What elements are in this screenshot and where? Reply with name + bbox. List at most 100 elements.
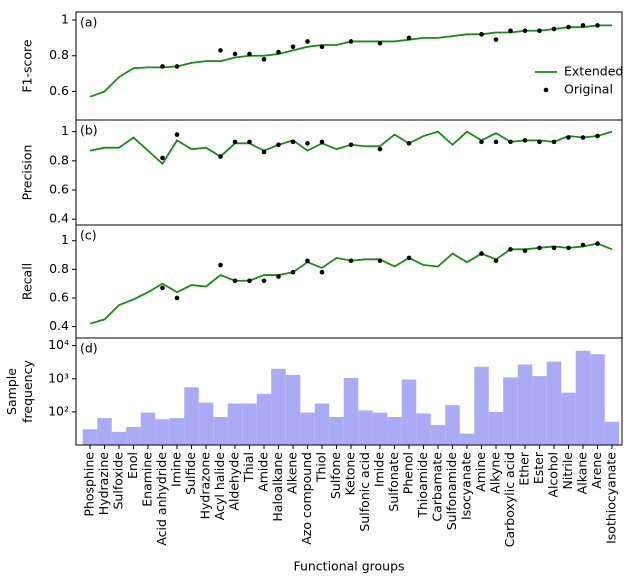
bar — [271, 368, 286, 445]
dot — [522, 28, 528, 34]
bar — [300, 412, 315, 445]
y-axis-label: F1-score — [20, 39, 35, 93]
dot — [290, 269, 296, 275]
dot — [551, 26, 557, 32]
dot — [377, 40, 383, 46]
x-tick-label: Alcohol — [546, 452, 561, 498]
bar — [140, 412, 156, 445]
bar — [314, 403, 330, 445]
x-tick-label: Carboxylic acid — [502, 452, 517, 547]
bar — [169, 418, 185, 445]
bar — [358, 410, 373, 445]
x-tick-label: Haloalkane — [270, 452, 285, 522]
dot — [537, 139, 542, 145]
legend-swatch — [543, 87, 549, 93]
dot — [522, 138, 528, 143]
bar — [97, 418, 112, 445]
bar — [488, 411, 504, 445]
x-tick-label: Acid anhydride — [154, 452, 169, 546]
bar — [343, 378, 359, 445]
x-tick-label: Alkane — [575, 452, 590, 495]
x-axis-label: Functional groups — [293, 559, 404, 574]
bar — [184, 387, 199, 445]
bar — [285, 374, 301, 445]
bar — [503, 377, 518, 445]
y-tick-label: 1 — [61, 12, 69, 27]
x-tick-label: Imine — [169, 452, 184, 487]
x-tick-label: Sulfoxide — [111, 452, 126, 510]
bar — [546, 361, 562, 445]
x-tick-label: Alkene — [285, 452, 300, 494]
x-tick-label: Amide — [256, 452, 271, 492]
x-tick-label: Ketone — [343, 452, 358, 496]
legend-label: Original — [564, 82, 613, 97]
line-series — [89, 242, 613, 325]
line-series — [89, 130, 613, 166]
dot — [522, 248, 528, 254]
panel-label: (d) — [80, 341, 98, 356]
dot — [493, 258, 499, 264]
x-tick-label: Sulfonamide — [444, 452, 459, 531]
dot — [406, 35, 412, 41]
dot — [218, 48, 223, 53]
y-tick-label: 0.8 — [49, 47, 69, 62]
dot — [160, 64, 165, 69]
dot — [247, 51, 252, 57]
dot — [319, 44, 325, 50]
x-tick-label: Isocyanate — [459, 452, 474, 520]
x-tick-label: Carbamate — [430, 452, 445, 522]
dot — [566, 135, 571, 140]
y-tick-label: 0.6 — [49, 83, 69, 98]
bar — [111, 431, 127, 445]
bar — [416, 413, 431, 445]
bar — [590, 354, 605, 445]
dot — [261, 149, 267, 155]
x-tick-label: Ester — [531, 451, 546, 484]
y-tick-label: 10³ — [48, 370, 69, 385]
y-axis-label-line: frequency — [20, 360, 35, 423]
dot — [232, 278, 238, 284]
line-series — [89, 24, 612, 98]
dot — [595, 23, 600, 28]
dot — [305, 141, 310, 146]
dot — [595, 133, 600, 139]
panel-frame — [75, 119, 623, 226]
bar — [82, 429, 98, 445]
x-tick-label: Alkyne — [488, 452, 503, 494]
y-tick-label: 0.6 — [49, 289, 69, 304]
x-tick-label: Sulfonate — [386, 452, 401, 512]
dot — [160, 285, 165, 291]
y-tick-label: 10² — [48, 403, 69, 418]
dot — [537, 245, 542, 251]
dot — [493, 37, 499, 42]
dot — [174, 132, 180, 137]
x-tick-label: Sulfone — [328, 452, 343, 499]
bar — [401, 379, 417, 445]
bar — [445, 405, 460, 445]
dot — [174, 64, 180, 69]
bar — [227, 403, 243, 445]
x-tick-label: Arene — [589, 452, 604, 489]
y-tick-label: 0.8 — [49, 261, 69, 276]
bar — [430, 425, 446, 445]
bar — [372, 412, 388, 445]
dot — [232, 51, 238, 57]
dot — [348, 39, 354, 44]
legend-label: Extended — [564, 64, 623, 79]
bar — [155, 419, 170, 445]
dot — [232, 139, 238, 145]
bar — [517, 364, 533, 445]
dot — [551, 245, 557, 251]
dot — [218, 154, 223, 159]
x-tick-label: Ether — [517, 451, 532, 485]
dot — [319, 269, 325, 275]
dot — [348, 142, 354, 148]
y-tick-label: 0.4 — [49, 318, 69, 333]
dot — [479, 139, 484, 145]
bar — [604, 421, 620, 445]
y-axis-label-line: Sample — [4, 368, 19, 415]
y-tick-label: 10⁴ — [48, 337, 69, 352]
x-tick-label: Enamine — [140, 452, 155, 507]
x-tick-label: Enol — [125, 452, 140, 479]
bar — [575, 350, 591, 445]
